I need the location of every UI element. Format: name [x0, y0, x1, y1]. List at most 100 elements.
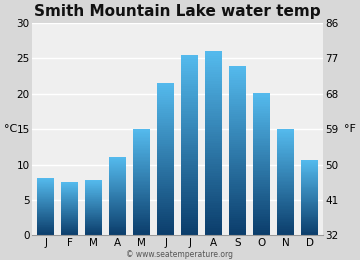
- Bar: [205, 54, 222, 56]
- Bar: [253, 170, 270, 171]
- Bar: [37, 229, 54, 230]
- Bar: [253, 100, 270, 102]
- Bar: [133, 176, 150, 177]
- Bar: [181, 213, 198, 215]
- Bar: [229, 135, 246, 138]
- Bar: [277, 174, 294, 176]
- Bar: [37, 222, 54, 223]
- Bar: [277, 169, 294, 170]
- Bar: [301, 227, 318, 228]
- Bar: [157, 157, 174, 159]
- Bar: [229, 195, 246, 197]
- Bar: [277, 144, 294, 145]
- Bar: [181, 183, 198, 186]
- Bar: [205, 224, 222, 226]
- Bar: [301, 187, 318, 188]
- Bar: [277, 189, 294, 190]
- Bar: [133, 132, 150, 133]
- Bar: [157, 142, 174, 144]
- Bar: [229, 184, 246, 186]
- Bar: [133, 196, 150, 197]
- Bar: [253, 189, 270, 191]
- Bar: [253, 109, 270, 111]
- Bar: [181, 87, 198, 89]
- Bar: [133, 168, 150, 169]
- Bar: [181, 210, 198, 213]
- Bar: [253, 161, 270, 162]
- Bar: [277, 168, 294, 169]
- Bar: [301, 225, 318, 226]
- Bar: [157, 187, 174, 190]
- Bar: [85, 224, 102, 225]
- Bar: [301, 203, 318, 204]
- Bar: [205, 222, 222, 224]
- Bar: [133, 154, 150, 156]
- Bar: [61, 190, 78, 191]
- Bar: [109, 167, 126, 168]
- Bar: [277, 146, 294, 148]
- Bar: [61, 216, 78, 217]
- Bar: [61, 224, 78, 225]
- Bar: [253, 226, 270, 228]
- Bar: [157, 107, 174, 109]
- Bar: [61, 186, 78, 187]
- Bar: [205, 120, 222, 123]
- Bar: [37, 181, 54, 182]
- Bar: [37, 228, 54, 229]
- Bar: [157, 84, 174, 86]
- Bar: [37, 221, 54, 222]
- Bar: [133, 131, 150, 132]
- Bar: [157, 201, 174, 203]
- Bar: [109, 221, 126, 222]
- Bar: [205, 134, 222, 136]
- Bar: [253, 107, 270, 109]
- Bar: [61, 182, 78, 183]
- Bar: [277, 215, 294, 217]
- Bar: [181, 100, 198, 102]
- Bar: [157, 151, 174, 153]
- Bar: [229, 178, 246, 180]
- Bar: [37, 190, 54, 191]
- Bar: [61, 234, 78, 235]
- Bar: [157, 146, 174, 147]
- Bar: [109, 180, 126, 181]
- Bar: [61, 206, 78, 207]
- Bar: [157, 159, 174, 161]
- Bar: [133, 157, 150, 158]
- Bar: [157, 92, 174, 94]
- Bar: [205, 136, 222, 139]
- Bar: [277, 233, 294, 234]
- Bar: [253, 141, 270, 143]
- Bar: [109, 177, 126, 178]
- Bar: [85, 228, 102, 229]
- Bar: [253, 175, 270, 177]
- Bar: [253, 178, 270, 180]
- Bar: [85, 208, 102, 209]
- Bar: [109, 161, 126, 162]
- Bar: [205, 153, 222, 155]
- Bar: [205, 72, 222, 74]
- Bar: [277, 156, 294, 157]
- Bar: [61, 184, 78, 185]
- Bar: [301, 204, 318, 205]
- Bar: [85, 194, 102, 195]
- Bar: [133, 148, 150, 149]
- Bar: [109, 216, 126, 217]
- Bar: [133, 140, 150, 141]
- Bar: [301, 172, 318, 173]
- Bar: [205, 70, 222, 72]
- Bar: [109, 198, 126, 199]
- Bar: [301, 202, 318, 203]
- Bar: [205, 201, 222, 203]
- Bar: [205, 212, 222, 214]
- Bar: [181, 147, 198, 150]
- Bar: [37, 199, 54, 200]
- Bar: [277, 148, 294, 149]
- Bar: [277, 182, 294, 184]
- Bar: [253, 187, 270, 189]
- Bar: [133, 137, 150, 139]
- Bar: [109, 170, 126, 171]
- Bar: [85, 218, 102, 219]
- Bar: [133, 189, 150, 190]
- Bar: [133, 218, 150, 219]
